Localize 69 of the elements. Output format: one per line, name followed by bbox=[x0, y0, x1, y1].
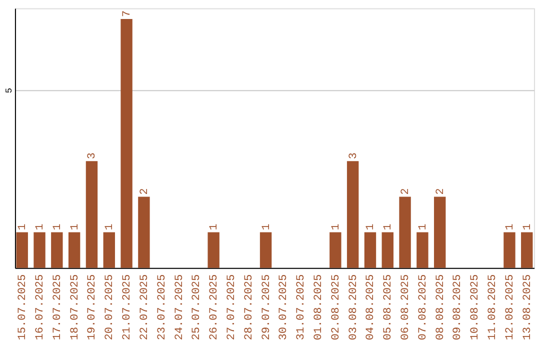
x-tick-label: 15.07.2025 bbox=[17, 274, 30, 340]
x-tick-label: 19.07.2025 bbox=[86, 274, 99, 340]
bar bbox=[138, 196, 150, 268]
x-tick-label: 16.07.2025 bbox=[34, 274, 47, 340]
bar bbox=[346, 161, 359, 268]
x-tick-label: 11.08.2025 bbox=[487, 274, 500, 340]
x-tick-label: 03.08.2025 bbox=[348, 274, 360, 340]
x-tick-label: 29.07.2025 bbox=[260, 274, 273, 340]
data-label: 1 bbox=[17, 223, 30, 230]
x-tick-label: 27.07.2025 bbox=[226, 274, 238, 340]
bar bbox=[382, 232, 394, 268]
x-tick-label: 10.08.2025 bbox=[470, 274, 482, 340]
x-tick-label: 09.08.2025 bbox=[452, 274, 464, 340]
x-tick-label: 17.07.2025 bbox=[52, 274, 64, 340]
data-label: 1 bbox=[260, 223, 273, 230]
bar bbox=[260, 232, 272, 268]
x-tick-label: 06.08.2025 bbox=[400, 274, 412, 340]
x-tick-label: 04.08.2025 bbox=[365, 274, 378, 340]
data-label: 2 bbox=[138, 188, 151, 195]
x-tick-label: 30.07.2025 bbox=[278, 274, 290, 340]
x-tick-label: 05.08.2025 bbox=[382, 274, 395, 340]
x-tick-label: 07.08.2025 bbox=[417, 274, 430, 340]
data-label: 1 bbox=[504, 223, 516, 230]
x-tick-label: 21.07.2025 bbox=[122, 274, 134, 340]
bar bbox=[34, 232, 46, 268]
bar bbox=[208, 232, 220, 268]
data-label: 1 bbox=[382, 223, 395, 230]
bar bbox=[51, 232, 63, 268]
bar bbox=[521, 232, 533, 268]
bar bbox=[16, 232, 28, 268]
data-label: 1 bbox=[330, 223, 342, 230]
data-label: 1 bbox=[52, 223, 64, 230]
data-label: 2 bbox=[400, 188, 412, 195]
x-tick-label: 02.08.2025 bbox=[330, 274, 342, 340]
x-tick-label: 18.07.2025 bbox=[69, 274, 82, 340]
x-tick-label: 23.07.2025 bbox=[156, 274, 168, 340]
x-tick-label: 31.07.2025 bbox=[296, 274, 308, 340]
data-label: 2 bbox=[434, 188, 447, 195]
data-label: 1 bbox=[522, 223, 534, 230]
x-tick-label: 08.08.2025 bbox=[434, 274, 447, 340]
data-label: 7 bbox=[122, 10, 134, 17]
bar bbox=[103, 232, 115, 268]
x-tick-label: 24.07.2025 bbox=[174, 274, 186, 340]
bar bbox=[416, 232, 428, 268]
bar bbox=[434, 196, 446, 268]
bar bbox=[68, 232, 80, 268]
data-label: 3 bbox=[86, 152, 99, 160]
x-tick-label: 12.08.2025 bbox=[504, 274, 516, 340]
data-label: 1 bbox=[104, 223, 116, 230]
x-tick-label: 28.07.2025 bbox=[243, 274, 256, 340]
x-tick-label: 26.07.2025 bbox=[208, 274, 221, 340]
x-tick-label: 20.07.2025 bbox=[104, 274, 116, 340]
x-tick-label: 01.08.2025 bbox=[313, 274, 325, 340]
data-label: 3 bbox=[348, 152, 360, 160]
data-label: 1 bbox=[34, 223, 47, 230]
bar bbox=[364, 232, 376, 268]
x-tick-label: 13.08.2025 bbox=[522, 274, 534, 340]
data-label: 1 bbox=[69, 223, 82, 230]
y-tick-label: 5 bbox=[4, 88, 14, 94]
x-tick-label: 25.07.2025 bbox=[191, 274, 204, 340]
bar bbox=[120, 18, 132, 268]
data-label: 1 bbox=[208, 223, 221, 230]
bar bbox=[504, 232, 516, 268]
bar bbox=[330, 232, 342, 268]
data-label: 1 bbox=[365, 223, 378, 230]
bar bbox=[86, 161, 98, 268]
data-label: 1 bbox=[417, 223, 430, 230]
bar bbox=[399, 196, 411, 268]
x-tick-label: 22.07.2025 bbox=[138, 274, 151, 340]
